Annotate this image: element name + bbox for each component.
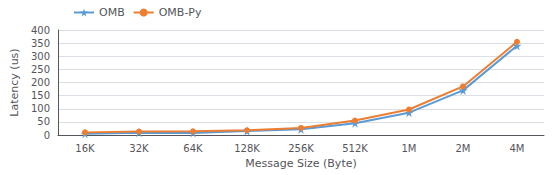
svg-text:512K: 512K — [342, 143, 368, 154]
svg-text:350: 350 — [31, 38, 50, 49]
svg-text:100: 100 — [31, 103, 50, 114]
svg-text:256K: 256K — [288, 143, 314, 154]
svg-text:OMB: OMB — [99, 6, 125, 19]
svg-text:250: 250 — [31, 64, 50, 75]
svg-text:200: 200 — [31, 77, 50, 88]
svg-text:50: 50 — [37, 116, 50, 127]
svg-text:Latency (us): Latency (us) — [8, 48, 21, 116]
svg-text:2M: 2M — [456, 143, 471, 154]
svg-text:0: 0 — [44, 130, 50, 141]
svg-text:16K: 16K — [75, 143, 95, 154]
svg-text:128K: 128K — [234, 143, 260, 154]
svg-text:OMB-Py: OMB-Py — [159, 6, 202, 19]
svg-text:400: 400 — [31, 25, 50, 36]
svg-text:300: 300 — [31, 51, 50, 62]
svg-text:1M: 1M — [402, 143, 417, 154]
svg-text:150: 150 — [31, 90, 50, 101]
svg-text:4M: 4M — [510, 143, 525, 154]
svg-text:64K: 64K — [183, 143, 203, 154]
svg-text:Message Size (Byte): Message Size (Byte) — [245, 157, 357, 170]
svg-text:32K: 32K — [129, 143, 149, 154]
